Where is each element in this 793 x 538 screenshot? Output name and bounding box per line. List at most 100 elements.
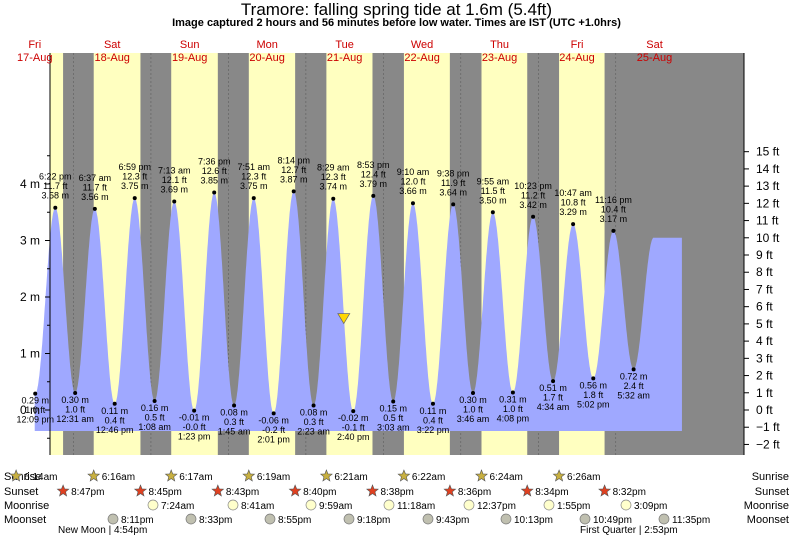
extreme-point bbox=[510, 390, 515, 395]
extreme-point bbox=[112, 401, 117, 406]
high-tide-label: 12.6 ft bbox=[202, 166, 228, 176]
moonset-time: 8:55pm bbox=[278, 515, 311, 526]
low-tide-label: 3:46 am bbox=[457, 414, 490, 424]
sunset-icon bbox=[366, 484, 379, 497]
high-tide-label: 9:55 am bbox=[477, 176, 510, 186]
extreme-point bbox=[311, 403, 316, 408]
low-tide-label: 0.72 m bbox=[620, 371, 648, 381]
sunset-icon bbox=[443, 484, 457, 497]
extreme-point bbox=[571, 222, 576, 227]
moonset-time: 9:43pm bbox=[436, 515, 469, 526]
low-tide-label: 0.31 m bbox=[499, 394, 527, 404]
low-tide-label: 4:08 pm bbox=[497, 413, 530, 423]
day-weekday-label: Tue bbox=[335, 39, 354, 51]
low-tide-label: -0.01 m bbox=[179, 413, 210, 423]
high-tide-label: 10:47 am bbox=[554, 188, 592, 198]
chart-subtitle: Image captured 2 hours and 56 minutes be… bbox=[172, 17, 621, 29]
extreme-point bbox=[451, 202, 456, 207]
low-tide-label: 2:01 pm bbox=[257, 434, 290, 444]
high-tide-label: 8:29 am bbox=[317, 163, 350, 173]
high-tide-label: 11.2 ft bbox=[521, 190, 546, 200]
high-tide-label: 12.0 ft bbox=[400, 177, 426, 187]
extreme-point bbox=[212, 190, 217, 195]
extreme-point bbox=[251, 196, 256, 201]
extreme-point bbox=[73, 391, 78, 396]
day-weekday-label: Fri bbox=[28, 39, 41, 51]
day-weekday-label: Sat bbox=[104, 39, 121, 51]
high-tide-label: 3.75 m bbox=[121, 181, 149, 191]
high-tide-label: 7:36 pm bbox=[198, 156, 231, 166]
y-tick-label-right: 3 ft bbox=[756, 351, 773, 365]
moonset-time: 10:13pm bbox=[514, 515, 553, 526]
high-tide-label: 12.7 ft bbox=[281, 165, 307, 175]
y-tick-label-left: 1 m bbox=[20, 347, 40, 361]
sunset-icon bbox=[598, 484, 612, 497]
low-tide-label: 3:22 pm bbox=[417, 425, 450, 435]
current-tide-marker bbox=[337, 313, 351, 325]
low-tide-label: 0.51 m bbox=[539, 383, 567, 393]
moonrise-icon bbox=[543, 499, 555, 511]
y-tick-label-left: 4 m bbox=[20, 177, 40, 191]
high-tide-label: 3.85 m bbox=[200, 175, 228, 185]
sunset-icon bbox=[133, 484, 147, 497]
sunrise-icon bbox=[164, 469, 178, 482]
low-tide-label: 0.4 ft bbox=[105, 415, 126, 425]
high-tide-label: 3.69 m bbox=[160, 185, 188, 195]
moonrise-time: 8:41am bbox=[241, 501, 274, 512]
y-tick-label-right: 1 ft bbox=[756, 386, 773, 400]
sunset-time: 8:32pm bbox=[613, 487, 646, 498]
high-tide-label: 9:38 pm bbox=[437, 168, 470, 178]
low-tide-label: 0.3 ft bbox=[224, 417, 245, 427]
high-tide-label: 9:10 am bbox=[397, 167, 430, 177]
day-date-label: 22-Aug bbox=[404, 52, 439, 64]
sunset-time: 8:40pm bbox=[303, 487, 336, 498]
low-tide-label: 1.0 ft bbox=[65, 405, 86, 415]
high-tide-label: 3.42 m bbox=[519, 200, 547, 210]
y-tick-label-left: 2 m bbox=[20, 290, 40, 304]
extreme-point bbox=[430, 401, 435, 406]
high-tide-label: 11.7 ft bbox=[83, 182, 108, 192]
sunset-time: 8:36pm bbox=[458, 487, 491, 498]
y-tick-label-right: 8 ft bbox=[756, 265, 773, 279]
low-tide-label: -0.0 ft bbox=[183, 422, 207, 432]
moonrise-time: 9:59am bbox=[319, 501, 352, 512]
moonset-time: 9:18pm bbox=[357, 515, 390, 526]
moonset-time: 8:33pm bbox=[199, 515, 232, 526]
low-tide-label: 2.4 ft bbox=[624, 381, 645, 391]
sunrise-icon bbox=[397, 469, 411, 482]
day-weekday-label: Mon bbox=[256, 39, 277, 51]
tide-area bbox=[34, 191, 682, 431]
y-tick-label-right: −2 ft bbox=[756, 437, 780, 451]
sunset-icon bbox=[211, 484, 225, 497]
astro-row-label-left: Moonset bbox=[4, 514, 46, 526]
extreme-point bbox=[53, 205, 58, 210]
y-tick-label-right: 12 ft bbox=[756, 196, 780, 210]
tide-curve bbox=[34, 191, 682, 431]
moonset-time: 10:49pm bbox=[593, 515, 632, 526]
astro-row-label-left: Moonrise bbox=[4, 500, 49, 512]
high-tide-label: 6:59 pm bbox=[118, 162, 151, 172]
low-tide-label: -0.06 m bbox=[258, 415, 289, 425]
moonrise-time: 12:37pm bbox=[477, 501, 516, 512]
sunrise-icon bbox=[242, 469, 256, 482]
extreme-point bbox=[551, 379, 556, 384]
astro-row-label-right: Sunset bbox=[755, 486, 789, 498]
low-tide-label: 0.11 m bbox=[420, 406, 447, 416]
high-tide-label: 3.29 m bbox=[559, 207, 587, 217]
day-date-label: 18-Aug bbox=[94, 52, 129, 64]
day-date-label: 25-Aug bbox=[637, 52, 672, 64]
axes: 0 m 1 m 2 m 3 m 4 m −2 ft −1 ft 0 ft 1 ft 2 ft 3 f… bbox=[20, 53, 780, 455]
astro-row-label-right: Moonrise bbox=[744, 500, 789, 512]
high-tide-label: 3.50 m bbox=[479, 195, 507, 205]
high-tide-label: 3.17 m bbox=[600, 214, 628, 224]
low-tide-label: 0.4 ft bbox=[423, 415, 444, 425]
low-tide-label: 1.0 ft bbox=[503, 404, 524, 414]
y-tick-label-right: 13 ft bbox=[756, 179, 780, 193]
day-weekday-label: Sat bbox=[646, 39, 663, 51]
low-tide-label: 0.16 m bbox=[141, 403, 169, 413]
extreme-point bbox=[331, 196, 336, 201]
y-tick-label-right: 2 ft bbox=[756, 369, 773, 383]
low-tide-label: 0.5 ft bbox=[383, 413, 404, 423]
extreme-point bbox=[391, 399, 396, 404]
